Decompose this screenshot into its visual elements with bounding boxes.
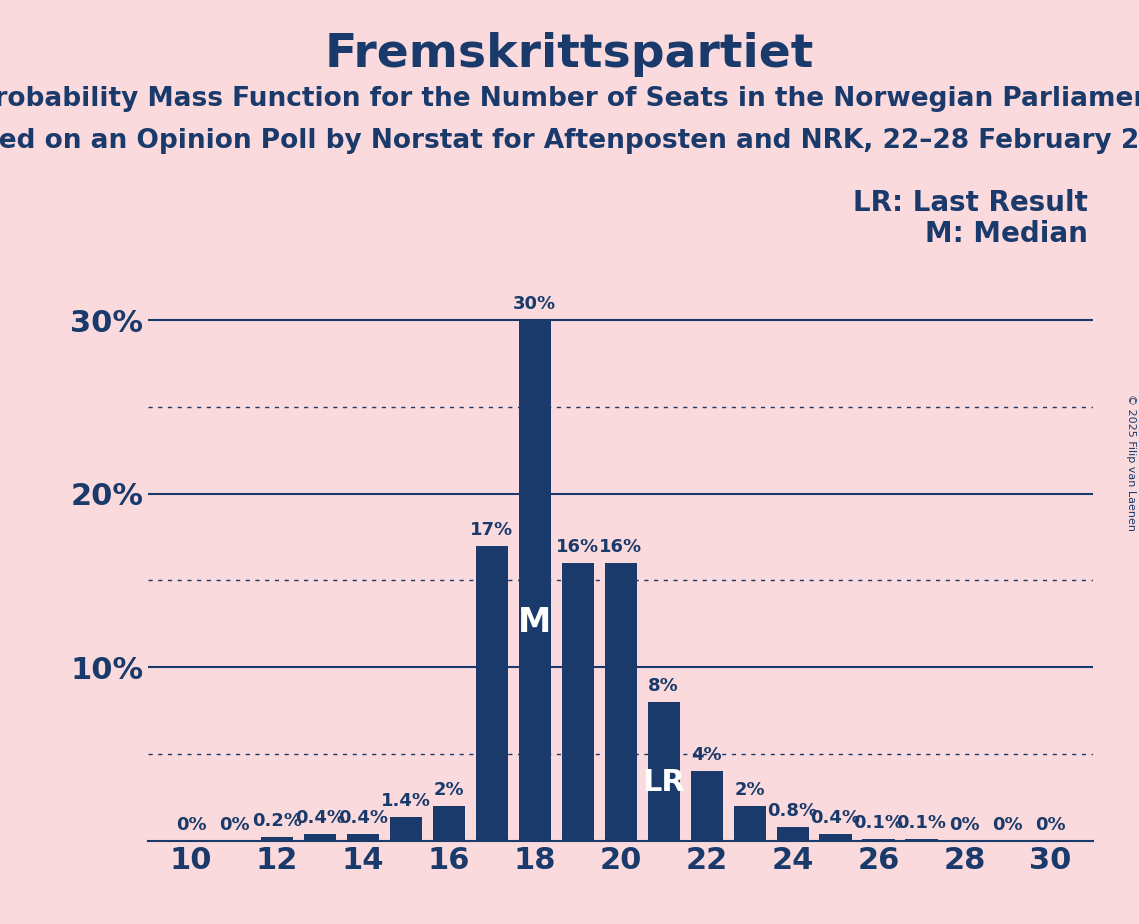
Text: Based on an Opinion Poll by Norstat for Aftenposten and NRK, 22–28 February 2022: Based on an Opinion Poll by Norstat for … — [0, 128, 1139, 153]
Bar — [862, 839, 895, 841]
Bar — [346, 833, 379, 841]
Text: M: M — [518, 605, 551, 638]
Bar — [518, 320, 551, 841]
Bar — [648, 702, 680, 841]
Text: 0%: 0% — [1035, 816, 1066, 833]
Bar — [261, 837, 293, 841]
Bar — [777, 827, 809, 841]
Text: © 2025 Filip van Laenen: © 2025 Filip van Laenen — [1126, 394, 1136, 530]
Bar — [605, 563, 637, 841]
Text: 0.2%: 0.2% — [252, 812, 302, 831]
Text: 4%: 4% — [691, 747, 722, 764]
Text: Fremskrittspartiet: Fremskrittspartiet — [325, 32, 814, 78]
Text: 0.4%: 0.4% — [295, 808, 345, 827]
Text: 0%: 0% — [175, 816, 206, 833]
Text: 0.4%: 0.4% — [338, 808, 388, 827]
Bar — [734, 806, 765, 841]
Text: 0%: 0% — [949, 816, 980, 833]
Text: 8%: 8% — [648, 677, 679, 695]
Bar — [476, 546, 508, 841]
Bar — [433, 806, 465, 841]
Text: 1.4%: 1.4% — [380, 792, 431, 809]
Text: 0.1%: 0.1% — [853, 814, 903, 833]
Text: LR: Last Result: LR: Last Result — [853, 189, 1088, 217]
Bar — [906, 839, 937, 841]
Text: 0%: 0% — [219, 816, 249, 833]
Text: 0.4%: 0.4% — [811, 808, 861, 827]
Text: 0.8%: 0.8% — [768, 802, 818, 820]
Text: 2%: 2% — [735, 781, 765, 799]
Text: 30%: 30% — [514, 295, 556, 313]
Text: 16%: 16% — [556, 538, 599, 556]
Text: Probability Mass Function for the Number of Seats in the Norwegian Parliament: Probability Mass Function for the Number… — [0, 86, 1139, 112]
Text: 0%: 0% — [992, 816, 1023, 833]
Text: M: Median: M: Median — [925, 220, 1088, 248]
Bar — [304, 833, 336, 841]
Text: 2%: 2% — [434, 781, 465, 799]
Text: 17%: 17% — [470, 521, 514, 539]
Text: 0.1%: 0.1% — [896, 814, 947, 833]
Bar — [690, 772, 723, 841]
Text: 16%: 16% — [599, 538, 642, 556]
Bar — [390, 817, 423, 841]
Bar — [819, 833, 852, 841]
Bar — [562, 563, 593, 841]
Text: LR: LR — [642, 768, 686, 797]
